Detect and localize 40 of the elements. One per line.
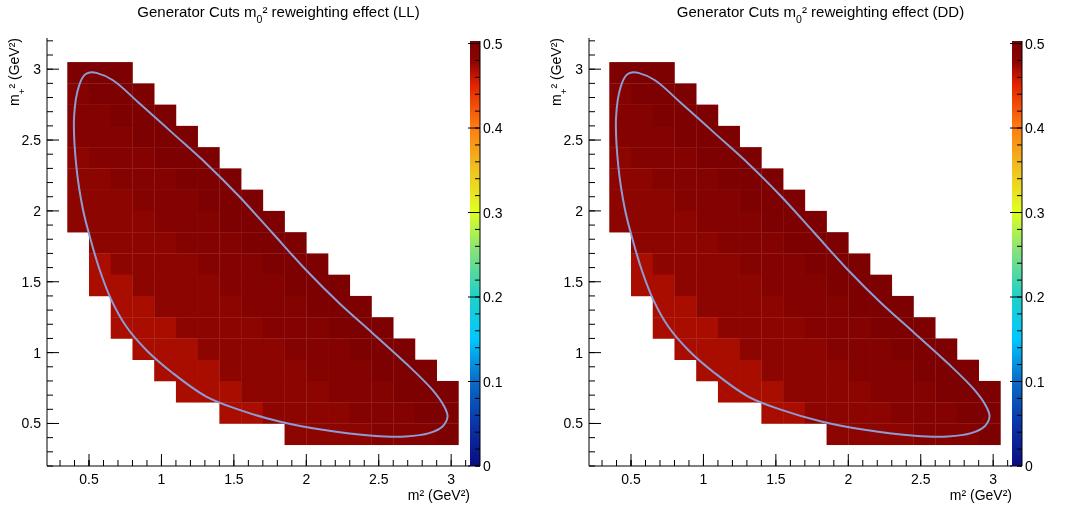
- color-bar-label: 0.3: [483, 204, 503, 221]
- x-tick-label: 2: [302, 471, 311, 487]
- y-tick-label: 3: [33, 61, 42, 78]
- color-bar-label: 0.5: [1025, 35, 1045, 52]
- y-tick-label: 2.5: [563, 132, 584, 149]
- x-axis-title: m² (GeV²): [407, 487, 470, 503]
- y-tick-label: 2: [575, 202, 584, 219]
- y-tick-label: 3: [575, 61, 584, 78]
- x-tick-label: 2.5: [369, 471, 389, 487]
- color-bar-label: 0: [1025, 458, 1033, 474]
- color-bar-label: 0.2: [1025, 289, 1045, 306]
- x-tick-label: 1.5: [766, 471, 786, 487]
- y-tick-label: 1: [575, 344, 584, 361]
- x-tick-label: 0.5: [621, 471, 641, 487]
- color-bar-label: 0.1: [1025, 373, 1045, 390]
- color-bar-label: 0.4: [483, 120, 503, 137]
- x-tick-label: 2: [844, 471, 853, 487]
- x-tick-label: 3: [989, 471, 998, 487]
- x-tick-label: 0.5: [79, 471, 99, 487]
- color-bar-label: 0.4: [1025, 120, 1045, 137]
- x-tick-label: 2.5: [911, 471, 931, 487]
- color-bar-label: 0: [483, 458, 491, 474]
- color-bar-label: 0.2: [483, 289, 503, 306]
- chart-title: Generator Cuts m$_{0}$² reweighting effect (DD): [676, 3, 965, 25]
- y-tick-label: 1: [33, 344, 42, 361]
- y-tick-label: 0.5: [21, 415, 42, 432]
- x-axis-title: m² (GeV²): [949, 487, 1012, 503]
- y-tick-label: 1.5: [563, 273, 584, 290]
- y-tick-label: 0.5: [563, 415, 584, 432]
- x-tick-label: 1: [157, 471, 166, 487]
- color-bar-label: 0.3: [1025, 204, 1045, 221]
- y-tick-label: 2: [33, 202, 42, 219]
- color-bar-label: 0.1: [483, 373, 503, 390]
- y-tick-label: 1.5: [21, 273, 42, 290]
- x-tick-label: 3: [447, 471, 456, 487]
- x-tick-label: 1: [699, 471, 708, 487]
- y-tick-label: 2.5: [21, 132, 42, 149]
- chart-title: Generator Cuts m$_{0}$² reweighting effect (LL): [137, 3, 420, 25]
- color-bar-label: 0.5: [483, 35, 503, 52]
- x-tick-label: 1.5: [224, 471, 244, 487]
